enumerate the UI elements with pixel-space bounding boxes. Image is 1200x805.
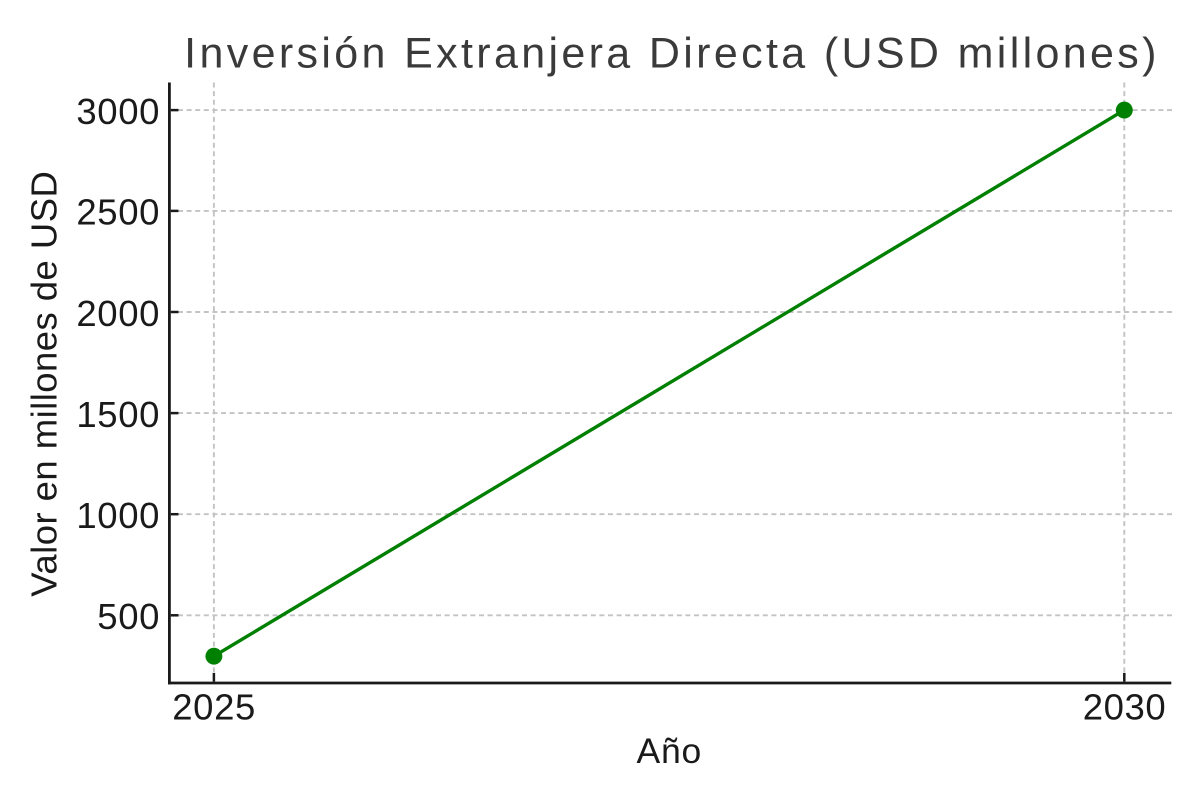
svg-text:2000: 2000 [76,293,160,334]
svg-text:500: 500 [97,596,160,637]
svg-text:2030: 2030 [1083,686,1167,727]
svg-text:Año: Año [637,731,703,771]
svg-text:Inversión Extranjera Directa (: Inversión Extranjera Directa (USD millon… [184,29,1160,77]
svg-text:3000: 3000 [76,91,160,132]
svg-text:1500: 1500 [76,394,160,435]
svg-text:2025: 2025 [172,686,256,727]
svg-text:2500: 2500 [76,192,160,233]
svg-text:Valor en millones de USD: Valor en millones de USD [24,171,65,597]
svg-text:1000: 1000 [76,495,160,536]
